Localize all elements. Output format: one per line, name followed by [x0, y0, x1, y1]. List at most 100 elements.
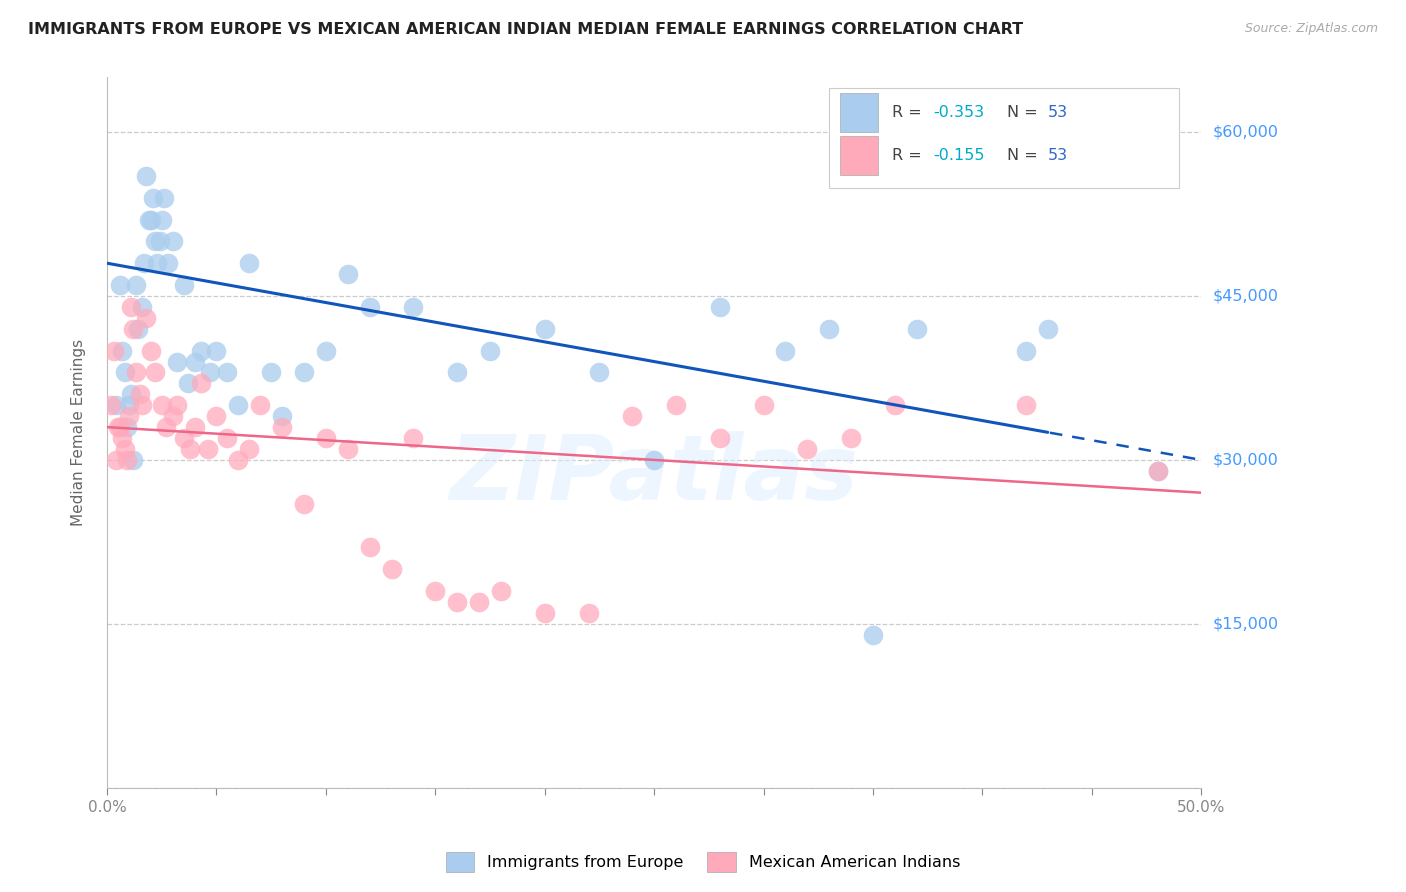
Point [380, 562, 402, 576]
Point [190, 343, 212, 358]
Point [143, 235, 166, 249]
Point [249, 398, 271, 412]
Point [118, 398, 141, 412]
Point [260, 366, 283, 380]
Point [1015, 343, 1038, 358]
Point [111, 431, 134, 445]
Point [153, 191, 176, 205]
Point [336, 267, 359, 281]
Point [643, 453, 665, 467]
Point [146, 256, 169, 270]
Text: Source: ZipAtlas.com: Source: ZipAtlas.com [1244, 22, 1378, 36]
Point [122, 322, 145, 336]
Text: $15,000: $15,000 [1212, 616, 1278, 632]
Point [446, 366, 468, 380]
Point [315, 431, 337, 445]
Text: 53: 53 [1047, 105, 1069, 120]
Point [173, 278, 195, 293]
FancyBboxPatch shape [830, 88, 1180, 187]
Point [238, 256, 260, 270]
Text: R =: R = [891, 105, 927, 120]
Text: N =: N = [1007, 148, 1042, 163]
Point [166, 354, 188, 368]
Point [108, 278, 131, 293]
Point [905, 322, 928, 336]
Point [839, 431, 862, 445]
Point [359, 300, 381, 314]
FancyBboxPatch shape [841, 136, 879, 175]
Point [104, 398, 127, 412]
Point [150, 398, 173, 412]
Point [124, 278, 146, 293]
Text: -0.353: -0.353 [934, 105, 984, 120]
Point [228, 453, 250, 467]
Point [150, 212, 173, 227]
Text: $45,000: $45,000 [1212, 288, 1278, 303]
Point [120, 300, 142, 314]
Point [124, 366, 146, 380]
Point [292, 366, 315, 380]
Point [588, 366, 610, 380]
Point [157, 256, 180, 270]
Point [489, 584, 512, 599]
Point [135, 169, 157, 183]
Point [183, 354, 205, 368]
Legend: Immigrants from Europe, Mexican American Indians: Immigrants from Europe, Mexican American… [437, 844, 969, 880]
Text: $30,000: $30,000 [1212, 452, 1278, 467]
Point [238, 442, 260, 456]
Point [183, 420, 205, 434]
Point [120, 387, 142, 401]
Point [862, 628, 884, 642]
Point [359, 541, 381, 555]
Point [709, 431, 731, 445]
Point [104, 453, 127, 467]
Text: IMMIGRANTS FROM EUROPE VS MEXICAN AMERICAN INDIAN MEDIAN FEMALE EARNINGS CORRELA: IMMIGRANTS FROM EUROPE VS MEXICAN AMERIC… [28, 22, 1024, 37]
Point [134, 256, 156, 270]
Point [468, 595, 491, 609]
Point [114, 366, 136, 380]
Point [131, 398, 153, 412]
Point [479, 343, 502, 358]
Point [1015, 398, 1038, 412]
Text: 53: 53 [1047, 148, 1069, 163]
Point [217, 431, 239, 445]
Point [709, 300, 731, 314]
Point [198, 366, 221, 380]
FancyBboxPatch shape [841, 94, 879, 133]
Point [775, 343, 797, 358]
Point [665, 398, 688, 412]
Point [142, 191, 165, 205]
Point [122, 453, 145, 467]
Point [1146, 464, 1168, 478]
Point [533, 606, 555, 620]
Point [228, 398, 250, 412]
Point [107, 420, 129, 434]
Point [118, 409, 141, 424]
Point [197, 442, 219, 456]
Point [177, 376, 200, 391]
Point [139, 212, 162, 227]
Point [103, 343, 125, 358]
Point [127, 322, 149, 336]
Text: ZIPatlas: ZIPatlas [450, 431, 859, 519]
Point [796, 442, 818, 456]
Point [143, 366, 166, 380]
Point [135, 310, 157, 325]
Point [166, 398, 188, 412]
Point [425, 584, 447, 599]
Point [115, 420, 138, 434]
Point [115, 453, 138, 467]
Point [100, 398, 122, 412]
Point [752, 398, 775, 412]
Point [1146, 464, 1168, 478]
Point [315, 343, 337, 358]
Point [108, 420, 131, 434]
Point [138, 212, 160, 227]
Text: R =: R = [891, 148, 927, 163]
Point [621, 409, 644, 424]
Point [271, 409, 294, 424]
Point [162, 409, 184, 424]
Point [1036, 322, 1059, 336]
Point [190, 376, 212, 391]
Point [205, 409, 228, 424]
